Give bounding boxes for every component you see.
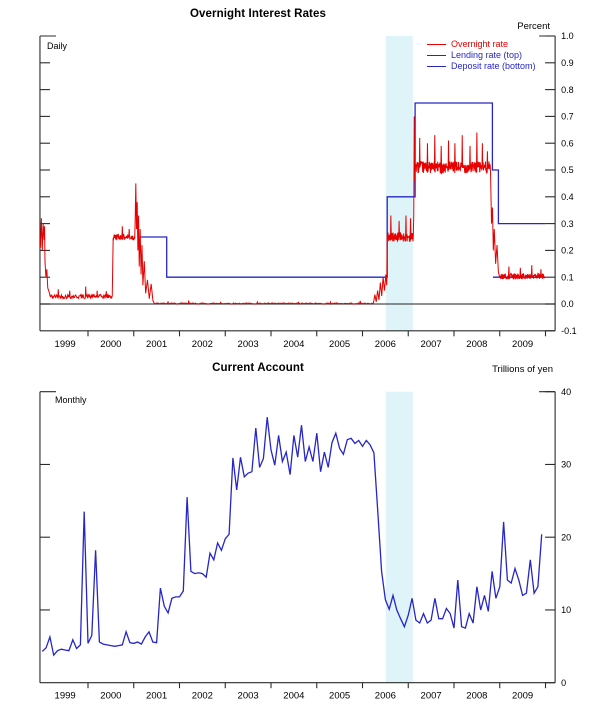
x-tick-label: 2003	[238, 339, 259, 350]
y-tick-label: 0.1	[561, 272, 574, 282]
bottom-chart-frequency-label: Monthly	[55, 395, 87, 405]
legend-row-overnight: Overnight rate	[427, 39, 536, 50]
overnight-rate-series	[39, 116, 546, 305]
x-tick-label: 2001	[146, 691, 167, 702]
y-tick-label: -0.1	[561, 326, 577, 336]
x-tick-label: 2002	[192, 339, 213, 350]
x-tick-label: 2008	[466, 691, 487, 702]
x-tick-label: 2000	[100, 691, 121, 702]
top-chart-title: Overnight Interest Rates	[190, 8, 326, 20]
y-tick-label: 0.4	[561, 192, 574, 202]
y-tick-label: 0.8	[561, 85, 574, 95]
lending-rate-top--series	[139, 102, 545, 278]
x-tick-label: 2009	[512, 339, 533, 350]
bottom-chart-unit-label: Trillions of yen	[492, 364, 553, 375]
deposit-rate-line-swatch	[427, 66, 446, 67]
y-tick-label: 0.9	[561, 58, 574, 68]
y-tick-label: 0.2	[561, 246, 574, 256]
legend-row-deposit: Deposit rate (bottom)	[427, 61, 536, 72]
y-tick-label: 30	[561, 460, 571, 470]
x-tick-label: 2002	[192, 691, 213, 702]
legend: Overnight rate Lending rate (top) Deposi…	[427, 39, 536, 72]
top-chart-frequency-label: Daily	[47, 41, 68, 51]
x-tick-label: 2001	[146, 339, 167, 350]
legend-label-overnight-rate: Overnight rate	[451, 39, 509, 50]
y-tick-label: 40	[561, 387, 571, 397]
overnight-rate-line-swatch	[427, 44, 446, 45]
x-tick-label: 1999	[55, 339, 76, 350]
x-tick-label: 2005	[329, 339, 350, 350]
legend-label-deposit-rate: Deposit rate (bottom)	[451, 61, 536, 72]
x-tick-label: 2006	[375, 339, 396, 350]
y-tick-label: 0.6	[561, 138, 574, 148]
top-chart-unit-label: Percent	[517, 21, 550, 32]
y-tick-label: 1.0	[561, 31, 574, 41]
x-tick-label: 2004	[283, 691, 304, 702]
x-tick-label: 2000	[100, 339, 121, 350]
bottom-chart-title: Current Account	[212, 362, 304, 374]
recession-band	[385, 36, 413, 331]
y-tick-label: 0.0	[561, 299, 574, 309]
y-tick-label: 0.3	[561, 219, 574, 229]
x-tick-label: 2007	[421, 339, 442, 350]
y-tick-label: 20	[561, 532, 571, 542]
x-tick-label: 2007	[421, 691, 442, 702]
y-tick-label: 0	[561, 678, 566, 688]
y-tick-label: 0.7	[561, 112, 574, 122]
x-tick-label: 2003	[238, 691, 259, 702]
y-tick-label: 10	[561, 605, 571, 615]
x-tick-label: 2004	[283, 339, 304, 350]
x-tick-label: 2008	[466, 339, 487, 350]
recession-band	[385, 391, 413, 683]
x-tick-label: 2009	[512, 691, 533, 702]
x-tick-label: 1999	[55, 691, 76, 702]
x-tick-label: 2005	[329, 691, 350, 702]
legend-row-lending: Lending rate (top)	[427, 50, 536, 61]
y-tick-label: 0.5	[561, 165, 574, 175]
x-tick-label: 2006	[375, 691, 396, 702]
lending-rate-line-swatch	[427, 55, 446, 56]
current-account-balances-series	[41, 417, 543, 657]
legend-label-lending-rate: Lending rate (top)	[451, 50, 523, 61]
